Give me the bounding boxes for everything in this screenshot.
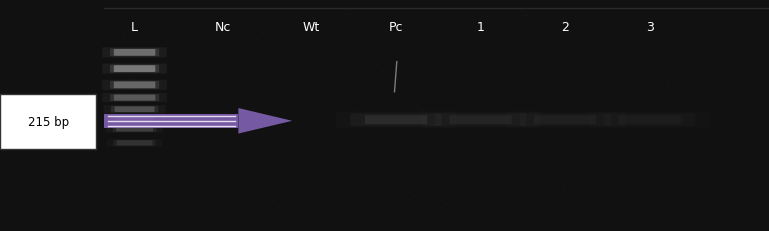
Text: 1: 1 (477, 21, 484, 34)
FancyBboxPatch shape (449, 116, 512, 125)
FancyBboxPatch shape (435, 114, 526, 126)
FancyBboxPatch shape (114, 66, 155, 73)
FancyBboxPatch shape (114, 95, 155, 101)
FancyBboxPatch shape (102, 48, 167, 58)
FancyBboxPatch shape (505, 112, 625, 128)
FancyBboxPatch shape (590, 112, 710, 128)
FancyBboxPatch shape (117, 141, 152, 146)
Text: L: L (131, 21, 138, 34)
FancyBboxPatch shape (110, 65, 159, 73)
FancyBboxPatch shape (336, 112, 456, 128)
FancyBboxPatch shape (351, 114, 441, 126)
FancyBboxPatch shape (105, 116, 165, 124)
FancyBboxPatch shape (112, 117, 158, 123)
Text: Nc: Nc (215, 21, 231, 34)
FancyBboxPatch shape (104, 106, 165, 114)
FancyBboxPatch shape (102, 64, 167, 74)
Polygon shape (238, 109, 292, 134)
FancyBboxPatch shape (0, 95, 96, 149)
FancyBboxPatch shape (114, 82, 155, 89)
Text: 3: 3 (646, 21, 654, 34)
FancyBboxPatch shape (604, 114, 695, 126)
FancyBboxPatch shape (116, 127, 153, 132)
FancyBboxPatch shape (102, 94, 167, 103)
FancyBboxPatch shape (110, 49, 159, 57)
FancyBboxPatch shape (520, 114, 611, 126)
Text: 2: 2 (561, 21, 569, 34)
FancyBboxPatch shape (110, 82, 159, 89)
FancyBboxPatch shape (111, 106, 158, 113)
FancyBboxPatch shape (110, 95, 159, 102)
FancyBboxPatch shape (115, 107, 155, 112)
FancyBboxPatch shape (113, 126, 156, 132)
FancyBboxPatch shape (114, 50, 155, 56)
Polygon shape (104, 114, 238, 128)
FancyBboxPatch shape (421, 112, 541, 128)
Text: Wt: Wt (303, 21, 320, 34)
FancyBboxPatch shape (107, 140, 162, 147)
FancyBboxPatch shape (618, 116, 681, 125)
FancyBboxPatch shape (534, 116, 597, 125)
FancyBboxPatch shape (106, 126, 163, 133)
Text: Pc: Pc (389, 21, 403, 34)
FancyBboxPatch shape (114, 140, 155, 146)
Text: 215 bp: 215 bp (28, 115, 68, 128)
FancyBboxPatch shape (115, 118, 154, 123)
FancyBboxPatch shape (102, 80, 167, 91)
FancyBboxPatch shape (365, 116, 428, 125)
